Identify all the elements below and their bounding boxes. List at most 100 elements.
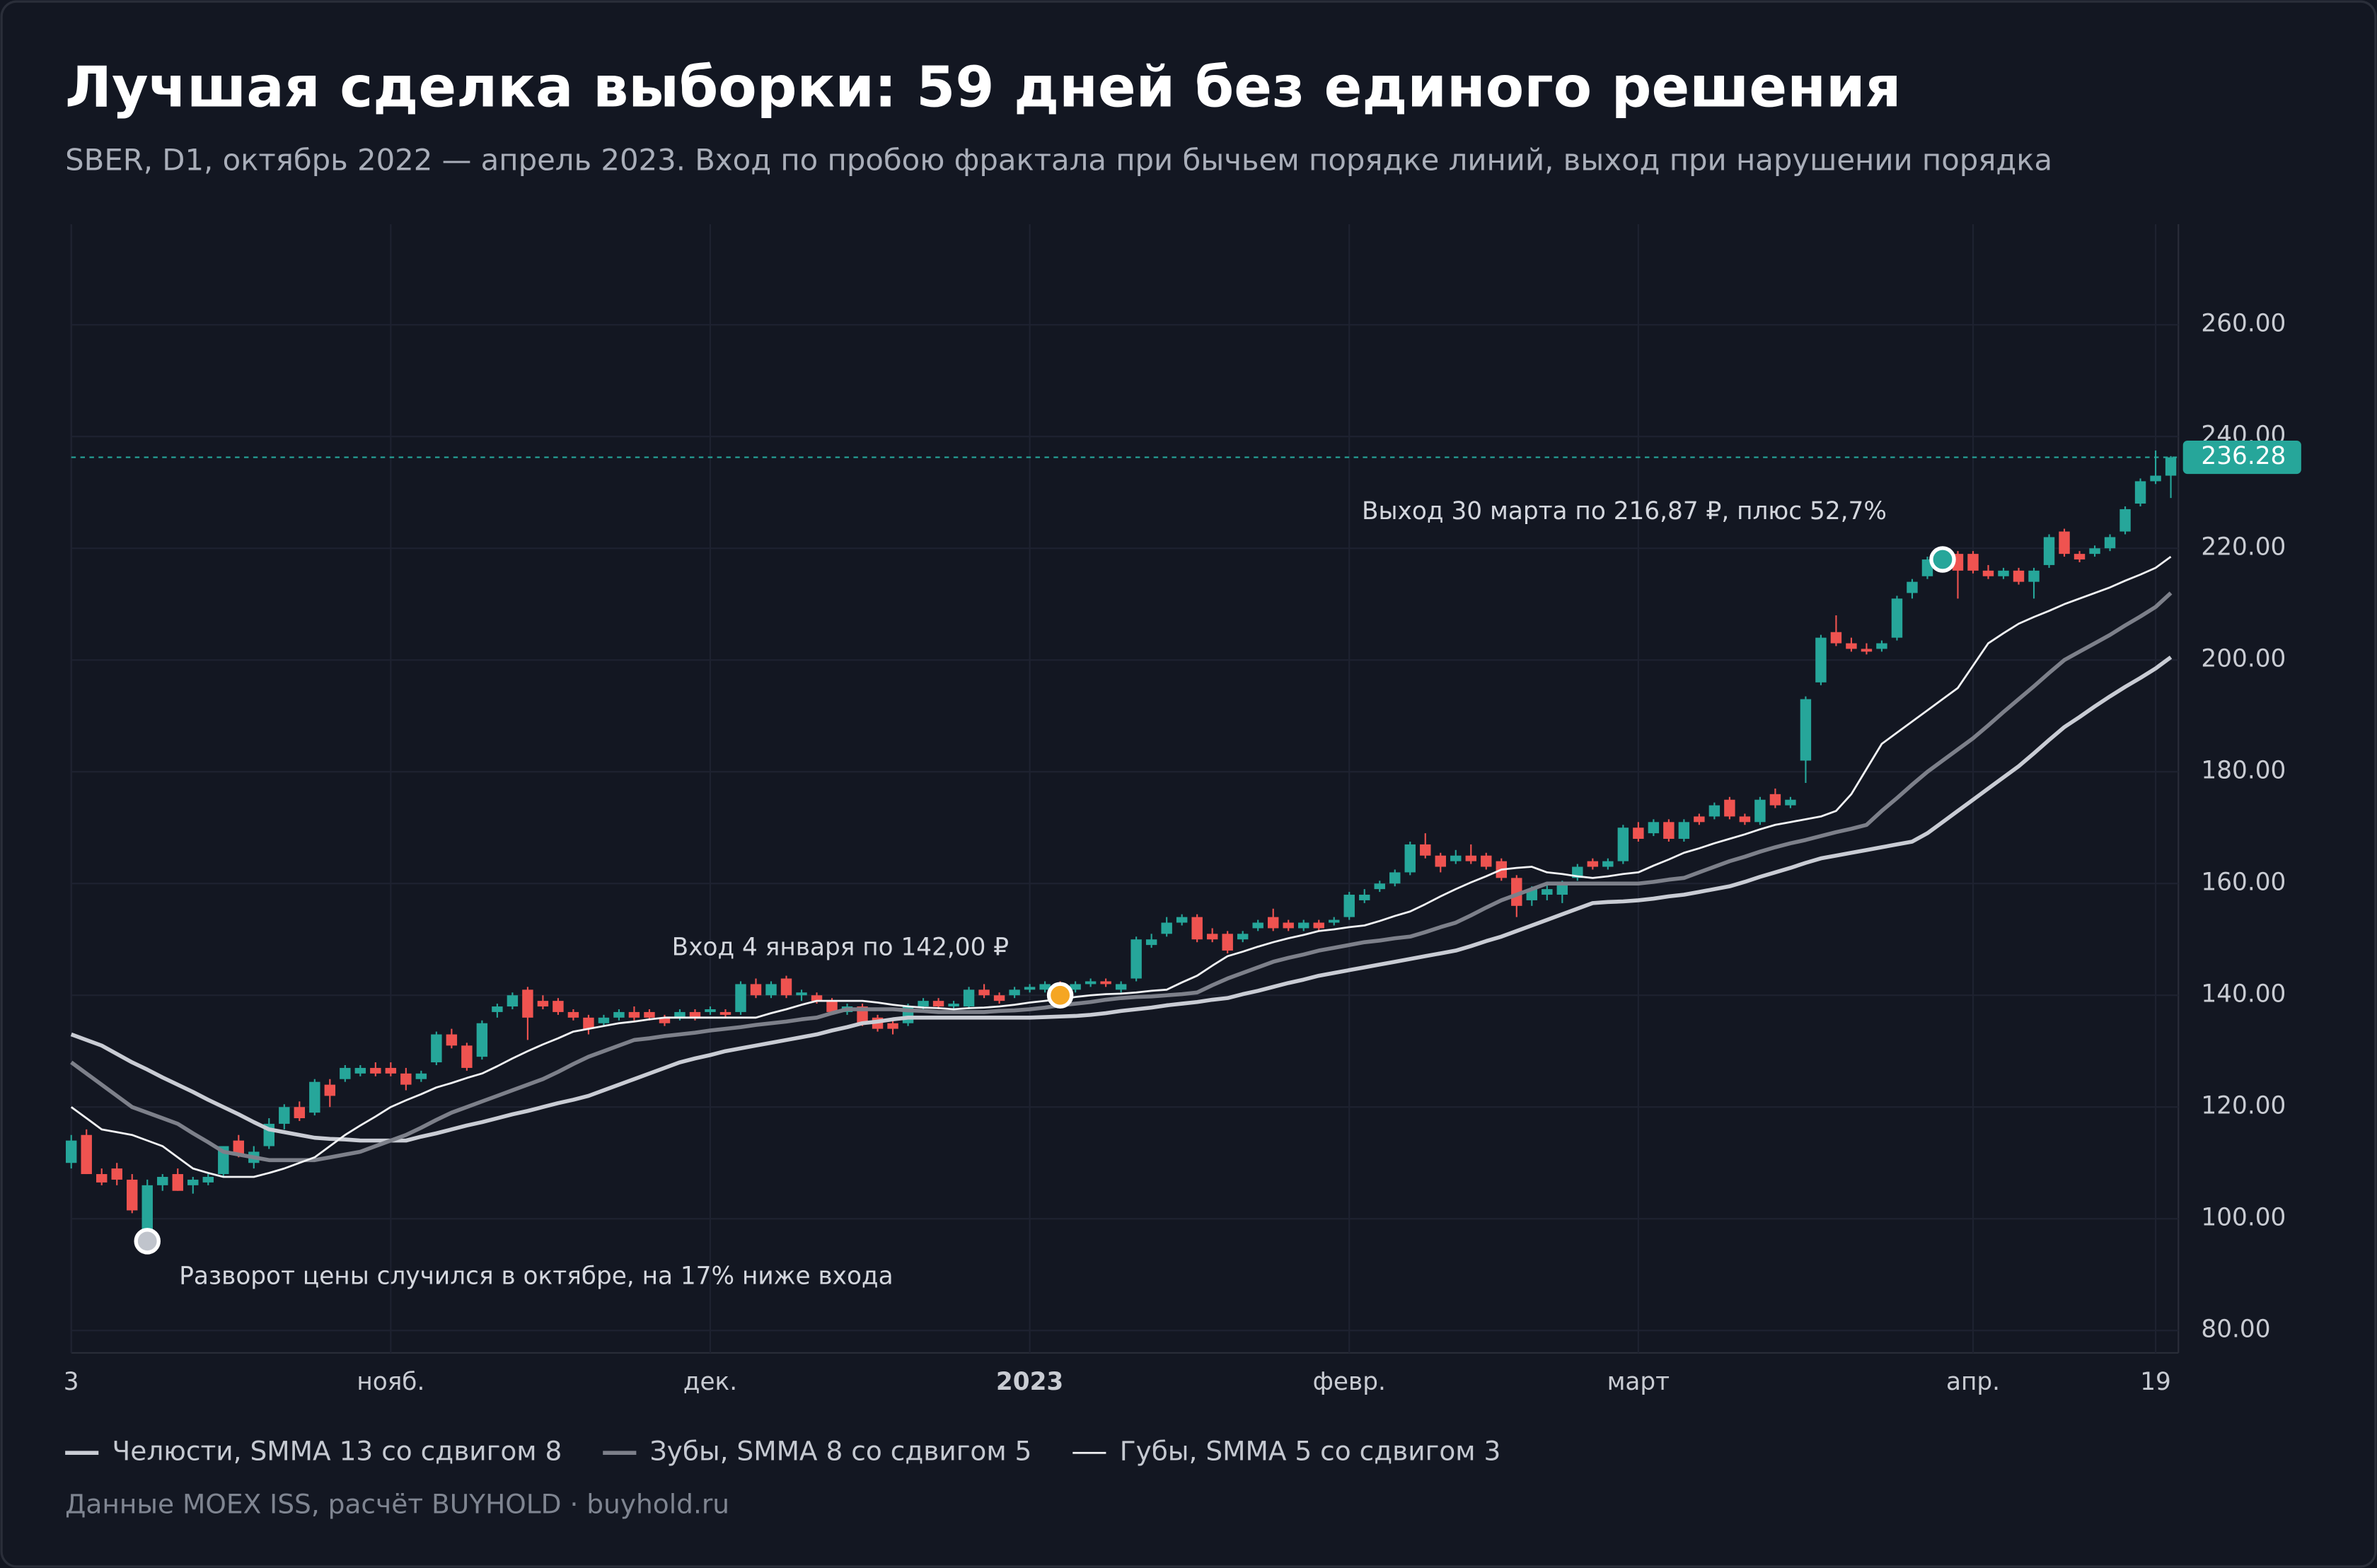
candle-body xyxy=(537,1001,549,1007)
candle-body xyxy=(1542,889,1553,895)
candle-body xyxy=(1404,844,1416,873)
y-tick-label: 100.00 xyxy=(2201,1204,2286,1232)
candle-body xyxy=(1283,922,1294,929)
x-tick-label: 2023 xyxy=(996,1368,1063,1396)
candle-body xyxy=(66,1140,77,1163)
candle-body xyxy=(887,1023,898,1029)
candle-body xyxy=(1876,643,1887,649)
legend-label: Губы, SMMA 5 со сдвигом 3 xyxy=(1120,1436,1501,1467)
candle-body xyxy=(1420,844,1431,856)
candle-body xyxy=(2074,554,2086,560)
candle-body xyxy=(1648,822,1660,834)
chart-title: Лучшая сделка выборки: 59 дней без едино… xyxy=(65,54,1901,120)
candle-body xyxy=(567,1011,579,1018)
y-tick-label: 180.00 xyxy=(2201,757,2286,785)
candle-body xyxy=(476,1023,488,1057)
y-tick-label: 200.00 xyxy=(2201,645,2286,673)
trade-marker xyxy=(1046,982,1074,1009)
candle-body xyxy=(1161,922,1172,934)
candle-body xyxy=(1222,934,1233,951)
candle-body xyxy=(2089,548,2100,554)
candle-body xyxy=(978,989,990,996)
candle-body xyxy=(294,1107,306,1119)
last-price-label: 236.28 xyxy=(2201,442,2286,470)
x-tick-label: март xyxy=(1607,1368,1670,1396)
candle-body xyxy=(446,1034,458,1046)
candle-body xyxy=(2150,475,2161,482)
candle-body xyxy=(689,1011,701,1018)
candle-body xyxy=(1374,883,1385,890)
candle-body xyxy=(1450,855,1462,861)
candle-body xyxy=(172,1174,183,1191)
candle-body xyxy=(1998,570,2009,576)
candle-body xyxy=(1556,883,1568,895)
y-tick-label: 160.00 xyxy=(2201,869,2286,897)
candle-body xyxy=(1237,934,1249,940)
candle-body xyxy=(415,1073,427,1079)
ma-line xyxy=(70,656,2173,1143)
candle-body xyxy=(1343,895,1355,917)
candle-body xyxy=(1481,855,1492,867)
candle-body xyxy=(750,984,762,996)
candle-body xyxy=(918,1001,929,1007)
candle-body xyxy=(1891,598,1903,638)
candle-body xyxy=(1633,827,1644,840)
candle-body xyxy=(1739,816,1751,823)
candle-body xyxy=(1967,554,1979,571)
candle-body xyxy=(400,1073,412,1085)
x-tick-label: 3 xyxy=(64,1368,79,1396)
x-tick-label: дек. xyxy=(683,1368,737,1396)
candle-body xyxy=(765,984,777,996)
candle-body xyxy=(1267,917,1279,929)
candle-body xyxy=(1663,822,1675,840)
candle-body xyxy=(2059,531,2070,554)
candle-body xyxy=(81,1134,92,1175)
candle-body xyxy=(492,1006,503,1012)
candle-body xyxy=(2165,457,2177,476)
candle-body xyxy=(705,1009,716,1012)
candle-body xyxy=(2013,570,2025,582)
candle-body xyxy=(1070,984,1081,990)
candle-body xyxy=(1206,934,1218,940)
candle-body xyxy=(628,1011,640,1018)
candle-body xyxy=(1191,917,1203,940)
candle-body xyxy=(309,1081,320,1113)
candle-body xyxy=(1982,570,1994,576)
candle-body xyxy=(354,1067,366,1074)
x-tick-label: февр. xyxy=(1313,1368,1386,1396)
candle-body xyxy=(1009,989,1020,996)
annotation: Вход 4 января по 142,00 ₽ xyxy=(672,933,1009,961)
candle-body xyxy=(553,1001,564,1012)
candle-body xyxy=(1769,794,1781,806)
candle-body xyxy=(1298,922,1309,929)
candle-body xyxy=(2043,537,2055,565)
candle-body xyxy=(1130,939,1142,979)
candle-body xyxy=(963,989,975,1007)
candle-body xyxy=(127,1179,138,1211)
candle-body xyxy=(993,995,1005,1001)
legend-label: Челюсти, SMMA 13 со сдвигом 8 xyxy=(112,1436,562,1467)
candle-body xyxy=(96,1174,108,1183)
candle-body xyxy=(780,978,792,996)
candle-body xyxy=(324,1084,336,1096)
candle-body xyxy=(1617,827,1629,861)
candle-body xyxy=(1389,872,1401,884)
candle-body xyxy=(2119,509,2131,532)
y-tick-label: 140.00 xyxy=(2201,980,2286,1009)
candle-body xyxy=(1587,861,1599,867)
chart-subtitle: SBER, D1, октябрь 2022 — апрель 2023. Вх… xyxy=(65,143,2052,178)
candle-body xyxy=(1329,919,1340,923)
candle-body xyxy=(1100,981,1111,985)
candle-body xyxy=(370,1067,381,1074)
candle-body xyxy=(796,992,807,996)
candle-body xyxy=(1678,822,1690,840)
candle-body xyxy=(202,1176,214,1183)
source-note: Данные MOEX ISS, расчёт BUYHOLD · buyhol… xyxy=(65,1489,729,1520)
candle-body xyxy=(674,1011,686,1018)
candle-body xyxy=(1176,917,1188,923)
candle-body xyxy=(1085,981,1097,985)
candle-body xyxy=(932,1001,944,1007)
candle-body xyxy=(1815,637,1827,683)
candle-body xyxy=(948,1004,959,1007)
